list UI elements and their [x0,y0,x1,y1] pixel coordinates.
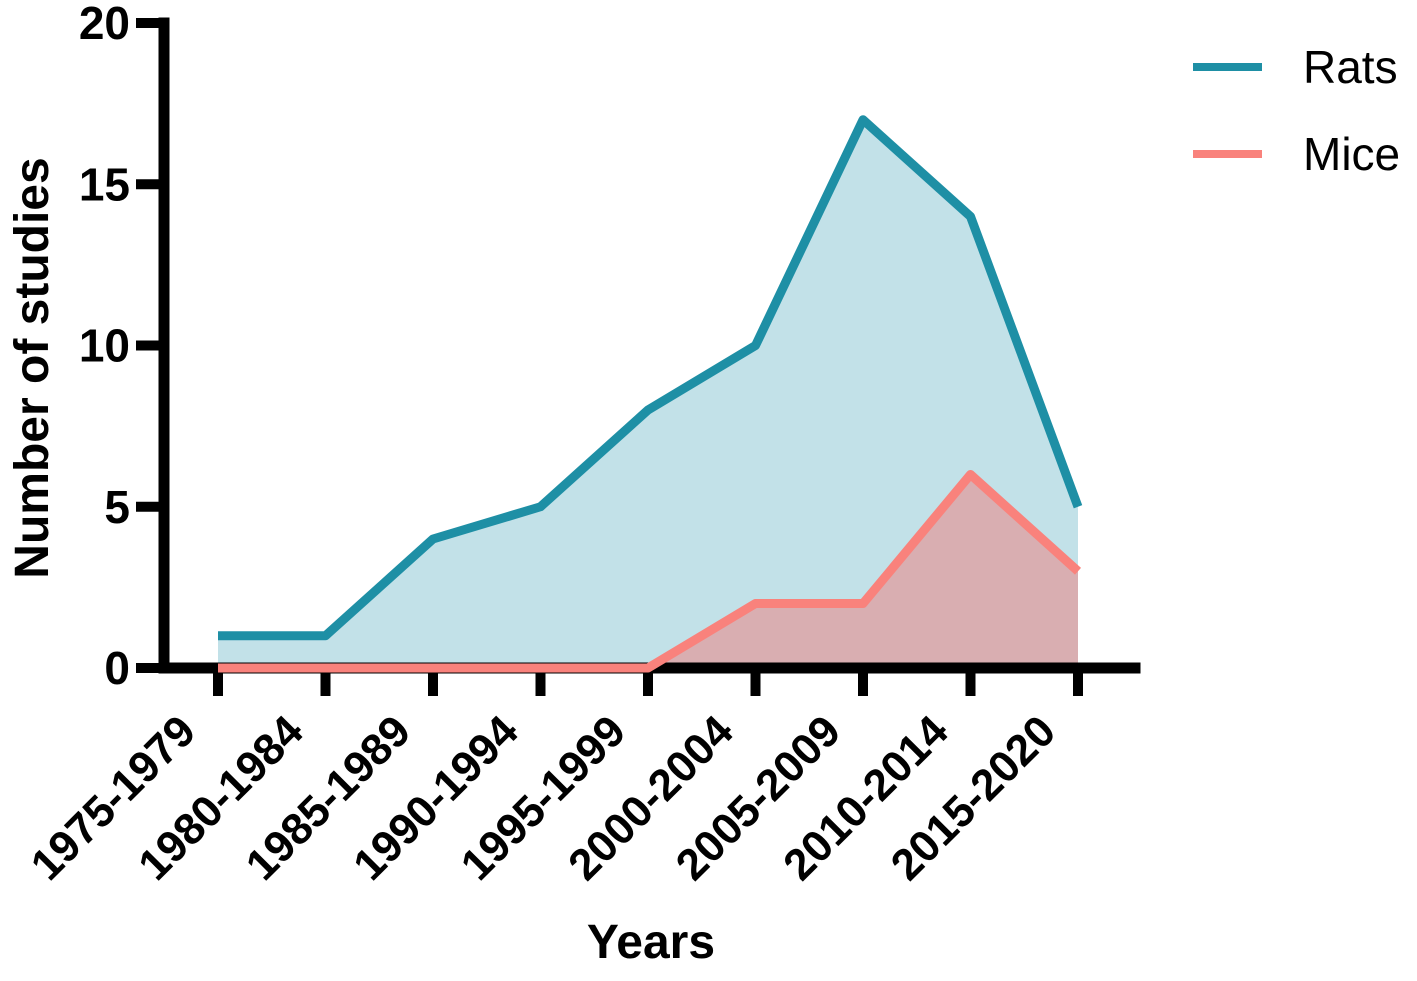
x-axis-title: Years [587,916,715,969]
series-lines [218,115,1083,673]
mice-area [218,474,1078,668]
rats-area [218,119,1078,668]
y-tick-label: 0 [104,642,130,694]
y-axis-ticks [136,18,164,673]
mice-legend-label: Mice [1303,128,1400,180]
y-tick-label: 15 [79,158,130,210]
y-tick-label: 20 [79,0,130,49]
y-tick-labels: 0 5 10 15 20 [79,0,130,694]
rats-line [218,115,1083,641]
y-tick-label: 5 [104,481,130,533]
rats-legend-label: Rats [1303,41,1398,93]
mice-line [218,470,1082,673]
x-axis-ticks [213,668,1083,696]
y-tick-label: 10 [79,320,130,372]
legend-item-rats: Rats [1193,41,1398,93]
legend-item-mice: Mice [1193,128,1400,180]
legend: Rats Mice [1193,41,1400,180]
y-axis-title: Number of studies [6,157,59,578]
plot-area [218,119,1078,668]
x-tick-labels: 1975-19791980-19841985-19891990-19941995… [22,706,1065,890]
